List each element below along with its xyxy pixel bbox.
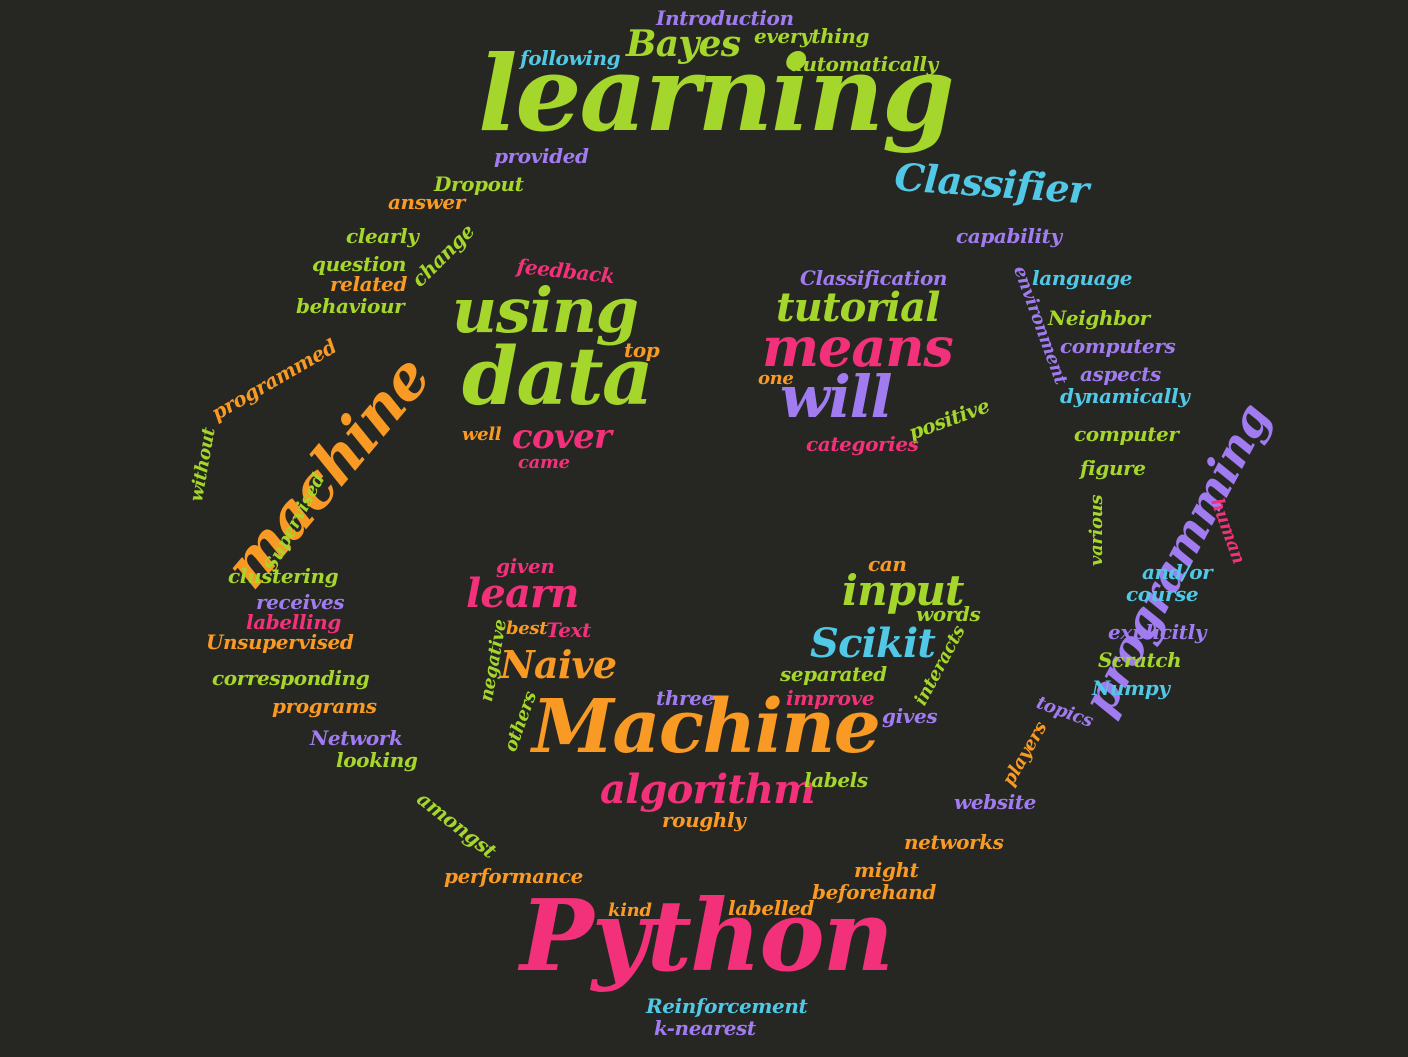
word-dynamically: dynamically (1060, 384, 1190, 408)
word-computer: computer (1074, 422, 1179, 446)
word-amongst: amongst (412, 786, 502, 864)
word-and-or: and/or (1142, 560, 1213, 584)
word-gives: gives (882, 704, 938, 728)
word-bayes: Bayes (626, 23, 741, 65)
word-classification: Classification (800, 266, 948, 290)
word-course: course (1126, 582, 1199, 606)
word-can: can (868, 552, 907, 576)
word-network: Network (310, 726, 403, 750)
word-without: without (186, 426, 220, 504)
word-programs: programs (272, 694, 377, 718)
word-players: players (998, 718, 1052, 790)
word-introduction: Introduction (656, 6, 794, 30)
word-separated: separated (780, 662, 887, 686)
word-might: might (854, 858, 919, 882)
word-labelling: labelling (246, 610, 341, 634)
word-question: question (312, 252, 407, 276)
word-given: given (496, 554, 555, 578)
word-automatically: automatically (790, 52, 938, 76)
word-receives: receives (256, 590, 345, 614)
word-related: related (330, 272, 407, 296)
word-computers: computers (1060, 334, 1176, 358)
word-clearly: clearly (346, 224, 419, 248)
word-three: three (656, 686, 714, 710)
word-data: data (462, 329, 654, 423)
word-aspects: aspects (1080, 362, 1161, 386)
word-behaviour: behaviour (296, 294, 405, 318)
word-will: will (780, 363, 893, 431)
word-algorithm: algorithm (600, 766, 816, 813)
word-neighbor: Neighbor (1048, 306, 1150, 330)
word-one: one (758, 368, 794, 389)
word-following: following (520, 46, 621, 70)
word-python: Python (520, 879, 894, 994)
word-came: came (518, 452, 570, 473)
word-programmed: programmed (207, 334, 341, 426)
word-learn: learn (466, 570, 580, 617)
word-best: best (506, 618, 548, 639)
word-kind: kind (608, 900, 652, 921)
word-top: top (624, 338, 660, 362)
word-reinforcement: Reinforcement (646, 994, 808, 1018)
word-provided: provided (494, 144, 589, 168)
word-beforehand: beforehand (812, 880, 936, 904)
word-numpy: Numpy (1092, 676, 1170, 700)
word-means: means (762, 315, 954, 379)
word-using: using (452, 274, 639, 347)
word-dropout: Dropout (434, 172, 524, 196)
word-roughly: roughly (662, 808, 746, 832)
word-answer: answer (388, 190, 465, 214)
word-website: website (954, 790, 1036, 814)
word-performance: performance (444, 864, 583, 888)
word-labels: labels (804, 768, 868, 792)
word-labelled: labelled (728, 896, 814, 920)
word-improve: improve (786, 686, 875, 710)
word-language: language (1032, 266, 1133, 290)
word-words: words (916, 602, 981, 626)
word-naive: Naive (500, 642, 617, 687)
word-k-nearest: k-nearest (654, 1016, 756, 1040)
word-cover: cover (512, 417, 612, 457)
word-networks: networks (904, 830, 1004, 854)
word-clustering: clustering (228, 564, 339, 588)
word-explicitly: explicitly (1108, 620, 1207, 644)
word-classifier: Classifier (893, 154, 1090, 213)
word-capability: capability (956, 224, 1062, 248)
word-scratch: Scratch (1098, 648, 1182, 672)
word-tutorial: tutorial (776, 284, 941, 331)
word-unsupervised: Unsupervised (206, 630, 354, 654)
word-input: input (842, 566, 964, 615)
word-learning: learning (478, 32, 955, 155)
word-machine-center: Machine (532, 684, 881, 770)
word-text: Text (546, 618, 591, 642)
word-well: well (462, 424, 502, 445)
word-everything: everything (754, 24, 870, 48)
word-corresponding: corresponding (212, 666, 370, 690)
word-figure: figure (1080, 456, 1146, 480)
word-scikit: Scikit (810, 620, 936, 667)
word-categories: categories (806, 432, 919, 456)
word-looking: looking (336, 748, 418, 772)
word-various: various (1086, 494, 1107, 566)
